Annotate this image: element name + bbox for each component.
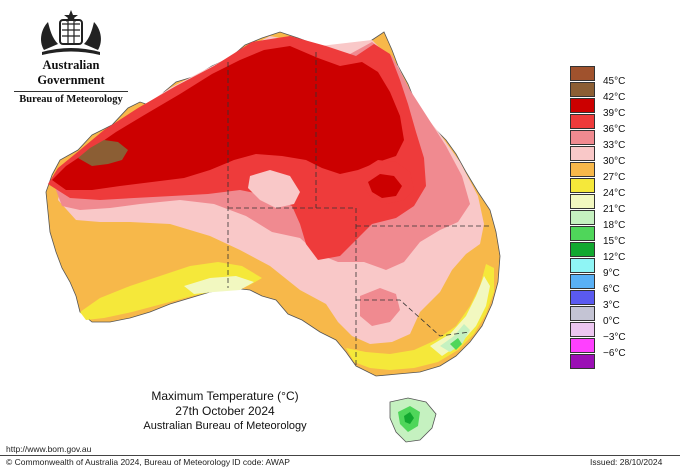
- map-caption: Maximum Temperature (°C) 27th October 20…: [120, 389, 330, 433]
- legend-label: 30°C: [603, 156, 626, 167]
- website-link[interactable]: http://www.bom.gov.au: [6, 444, 92, 454]
- legend-label: 12°C: [603, 252, 626, 263]
- legend-label: 6°C: [603, 284, 620, 295]
- legend-swatch: [570, 290, 595, 305]
- legend-label: 15°C: [603, 236, 626, 247]
- map-organisation: Australian Bureau of Meteorology: [143, 420, 307, 432]
- region-tasmania-12c: [404, 412, 414, 424]
- region-30c-inland: [248, 170, 300, 208]
- id-code: ID code: AWAP: [232, 457, 290, 467]
- coat-of-arms-icon: [41, 10, 101, 55]
- legend-label: 24°C: [603, 188, 626, 199]
- legend-swatch: [570, 242, 595, 257]
- temperature-map: [45, 31, 501, 443]
- government-name: Australian Government: [37, 58, 105, 87]
- government-logo: Australian Government Bureau of Meteorol…: [8, 10, 134, 105]
- legend-swatch: [570, 178, 595, 193]
- legend-label: 18°C: [603, 220, 626, 231]
- legend-swatch: [570, 306, 595, 321]
- legend-swatch: [570, 114, 595, 129]
- region-42c: [78, 140, 128, 166]
- legend-label: −6°C: [603, 348, 626, 359]
- legend-label: 21°C: [603, 204, 626, 215]
- legend-swatch: [570, 226, 595, 241]
- map-title: Maximum Temperature (°C): [151, 389, 299, 403]
- legend-label: 0°C: [603, 316, 620, 327]
- legend-label: 9°C: [603, 268, 620, 279]
- legend-swatch: [570, 338, 595, 353]
- map-date: 27th October 2024: [175, 404, 275, 418]
- issued-date: Issued: 28/10/2024: [590, 457, 663, 467]
- legend-swatch: [570, 130, 595, 145]
- region-39c-inland: [368, 174, 402, 198]
- copyright-text: © Commonwealth of Australia 2024, Bureau…: [6, 457, 231, 467]
- legend-swatch: [570, 210, 595, 225]
- legend-label: 39°C: [603, 108, 626, 119]
- state-borders: [227, 52, 490, 366]
- legend-swatch: [570, 162, 595, 177]
- legend-label: −3°C: [603, 332, 626, 343]
- legend-swatch: [570, 98, 595, 113]
- legend-label: 45°C: [603, 76, 626, 87]
- region-15c-alps: [450, 338, 462, 350]
- legend-swatch: [570, 354, 595, 369]
- legend-swatch: [570, 82, 595, 97]
- footer-divider: [0, 455, 680, 456]
- legend-label: 3°C: [603, 300, 620, 311]
- legend-swatch: [570, 274, 595, 289]
- legend-label: 36°C: [603, 124, 626, 135]
- legend-label: 42°C: [603, 92, 626, 103]
- legend-swatch: [570, 258, 595, 273]
- bureau-name: Bureau of Meteorology: [19, 94, 123, 105]
- legend-swatch: [570, 194, 595, 209]
- legend-swatch: [570, 322, 595, 337]
- logo-divider: [14, 91, 128, 92]
- legend-swatch: [570, 146, 595, 161]
- legend-label: 27°C: [603, 172, 626, 183]
- legend-swatch: [570, 66, 595, 81]
- legend-label: 33°C: [603, 140, 626, 151]
- region-33c-south: [360, 288, 400, 326]
- region-21c-south: [184, 276, 254, 294]
- region-24c-south: [80, 262, 262, 320]
- region-18c-alps: [440, 324, 470, 352]
